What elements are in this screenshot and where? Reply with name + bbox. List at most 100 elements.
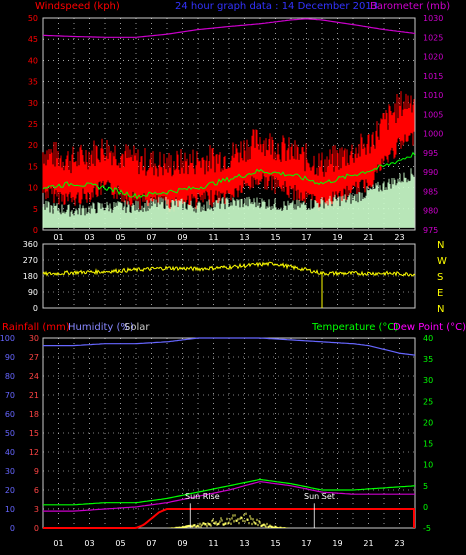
barometer-y-tick-label: 1020 bbox=[423, 53, 443, 62]
barometer-y-tick-label: 995 bbox=[423, 149, 438, 158]
barometer-y-tick-label: 1030 bbox=[423, 14, 443, 23]
barometer-y-tick-label: 980 bbox=[423, 207, 438, 216]
temperature-y-tick-label: 30 bbox=[423, 376, 433, 385]
direction-y-tick-label: 90 bbox=[28, 288, 38, 297]
humidity-label: Humidity (%) bbox=[68, 322, 134, 333]
direction-panel-grid bbox=[43, 244, 415, 308]
barometer-y-tick-label: 990 bbox=[423, 168, 438, 177]
barometer-y-tick-label: 985 bbox=[423, 187, 438, 196]
humidity-y-tick-label: 60 bbox=[5, 410, 15, 419]
wind-x-axis: 01 03 05 07 09 11 13 15 17 19 21 23 bbox=[53, 233, 404, 242]
direction-y-tick-label: 270 bbox=[23, 256, 38, 265]
x-tick-label: 11 bbox=[208, 233, 218, 242]
x-tick-label: 03 bbox=[84, 233, 94, 242]
x-tick-label: 09 bbox=[177, 233, 187, 242]
temp-x-axis: 01 03 05 07 09 11 13 15 17 19 21 23 bbox=[53, 539, 404, 548]
rainfall-line bbox=[43, 508, 415, 529]
dewpoint-line bbox=[43, 481, 415, 512]
humidity-y-tick-label: 10 bbox=[5, 505, 15, 514]
humidity-y-tick-label: 50 bbox=[5, 429, 15, 438]
barometer-y-tick-label: 975 bbox=[423, 226, 438, 235]
humidity-y-tick-label: 70 bbox=[5, 391, 15, 400]
wind-y-tick-label: 25 bbox=[28, 120, 38, 129]
x-tick-label: 15 bbox=[270, 539, 280, 548]
rainfall-label: Rainfall (mm) bbox=[2, 322, 70, 333]
barometer-y-tick-label: 1000 bbox=[423, 130, 443, 139]
wind-y-tick-label: 45 bbox=[28, 35, 38, 44]
x-tick-label: 01 bbox=[53, 539, 63, 548]
rainfall-y-tick-label: 3 bbox=[34, 505, 39, 514]
wind-y-tick-label: 20 bbox=[28, 141, 38, 150]
x-tick-label: 11 bbox=[208, 539, 218, 548]
compass-n-top: N bbox=[437, 240, 444, 251]
x-tick-label: 05 bbox=[115, 539, 125, 548]
rainfall-y-tick-label: 15 bbox=[29, 429, 39, 438]
x-tick-label: 09 bbox=[177, 539, 187, 548]
barometer-y-tick-label: 1005 bbox=[423, 110, 443, 119]
temperature-y-tick-label: 15 bbox=[423, 440, 433, 449]
rainfall-y-tick-label: 24 bbox=[29, 372, 39, 381]
direction-series bbox=[42, 261, 416, 308]
temp-y-axes: 0102030405060708090100036912151821242730… bbox=[0, 334, 433, 533]
temperature-y-tick-label: 5 bbox=[423, 482, 428, 491]
dewpoint-label: Dew Point (°C) bbox=[393, 322, 466, 333]
wind-y-tick-label: 35 bbox=[28, 78, 38, 87]
x-tick-label: 07 bbox=[146, 233, 156, 242]
x-tick-label: 17 bbox=[301, 539, 311, 548]
average-wind-line bbox=[42, 151, 416, 200]
temperature-y-tick-label: 10 bbox=[423, 461, 433, 470]
rainfall-y-tick-label: 27 bbox=[29, 353, 39, 362]
compass-e: E bbox=[437, 288, 443, 299]
compass-n-bottom: N bbox=[437, 304, 444, 315]
temp-panel-grid bbox=[43, 338, 415, 528]
barometer-y-axis: 975 980 985 990 995 1000 1005 1010 1015 1020 1025 1… bbox=[423, 14, 443, 235]
barometer-label: Barometer (mb) bbox=[370, 1, 450, 12]
temperature-label: Temperature (°C) bbox=[311, 322, 398, 333]
wind-y-tick-label: 15 bbox=[28, 162, 38, 171]
wind-direction-line bbox=[42, 261, 416, 277]
solar-label: Solar bbox=[124, 322, 150, 333]
x-tick-label: 13 bbox=[239, 539, 249, 548]
direction-y-tick-label: 0 bbox=[33, 304, 38, 313]
temperature-line bbox=[43, 479, 416, 506]
temp-series bbox=[43, 337, 416, 529]
humidity-line bbox=[43, 337, 416, 356]
barometer-y-tick-label: 1010 bbox=[423, 91, 443, 100]
humidity-y-tick-label: 20 bbox=[5, 486, 15, 495]
rainfall-y-tick-label: 18 bbox=[29, 410, 39, 419]
sunset-label: Sun Set bbox=[304, 492, 335, 501]
compass-w: W bbox=[437, 256, 447, 267]
barometer-y-tick-label: 1015 bbox=[423, 72, 443, 81]
temperature-y-tick-label: 35 bbox=[423, 355, 433, 364]
barometer-line bbox=[42, 18, 416, 38]
temperature-y-tick-label: 40 bbox=[423, 334, 433, 343]
wind-panel-grid bbox=[43, 18, 415, 230]
humidity-y-tick-label: 40 bbox=[5, 448, 15, 457]
x-tick-label: 21 bbox=[363, 539, 373, 548]
wind-series bbox=[42, 18, 416, 228]
x-tick-label: 21 bbox=[363, 233, 373, 242]
wind-y-tick-label: 5 bbox=[33, 205, 38, 214]
wind-y-tick-label: 0 bbox=[33, 226, 38, 235]
rainfall-y-tick-label: 9 bbox=[34, 467, 39, 476]
x-tick-label: 15 bbox=[270, 233, 280, 242]
sunrise-label: Sun Rise bbox=[185, 492, 220, 501]
humidity-y-tick-label: 100 bbox=[0, 334, 15, 343]
temperature-y-tick-label: 20 bbox=[423, 418, 433, 427]
humidity-y-tick-label: 90 bbox=[5, 353, 15, 362]
rainfall-y-tick-label: 6 bbox=[34, 486, 39, 495]
x-tick-label: 19 bbox=[332, 539, 342, 548]
x-tick-label: 23 bbox=[394, 233, 404, 242]
rainfall-y-tick-label: 12 bbox=[29, 448, 39, 457]
windspeed-label: Windspeed (kph) bbox=[35, 1, 120, 12]
x-tick-label: 03 bbox=[84, 539, 94, 548]
temperature-y-tick-label: 25 bbox=[423, 397, 433, 406]
rainfall-y-tick-label: 30 bbox=[29, 334, 39, 343]
x-tick-label: 19 bbox=[332, 233, 342, 242]
x-tick-label: 23 bbox=[394, 539, 404, 548]
direction-y-tick-label: 180 bbox=[23, 272, 38, 281]
barometer-y-tick-label: 1025 bbox=[423, 33, 443, 42]
compass-s: S bbox=[437, 272, 443, 283]
